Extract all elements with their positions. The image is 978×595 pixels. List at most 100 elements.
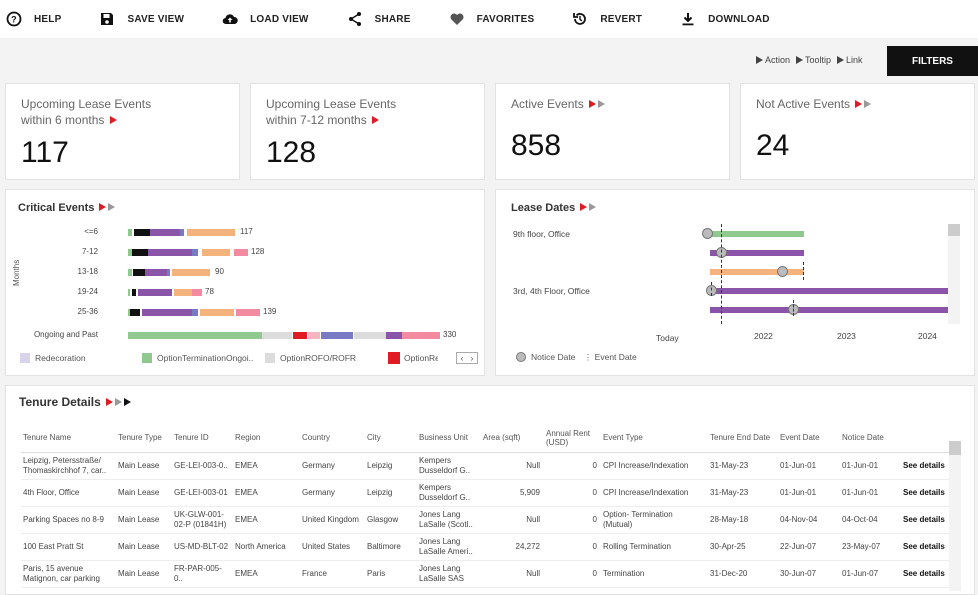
column-header[interactable]: Annual Rent (USD) [544,424,601,453]
bar-segment[interactable] [142,309,192,316]
bar-segment[interactable] [174,289,192,296]
bar-segment[interactable] [192,289,202,296]
help-button[interactable]: ? HELP [6,11,61,27]
see-details-link[interactable]: See details [901,560,956,588]
bar-segment[interactable] [132,289,136,296]
bar-segment[interactable] [236,309,260,316]
critical-events-title: Critical Events [18,202,116,214]
action-arrow-icon[interactable] [589,100,597,108]
see-details-link[interactable]: See details [901,506,956,534]
action-arrow-icon[interactable] [580,203,588,211]
column-header[interactable]: Event Date [778,424,840,453]
bar-segment[interactable] [145,269,167,276]
bar-segment[interactable] [200,309,234,316]
bar-segment[interactable] [134,229,150,236]
column-header[interactable]: Country [300,424,365,453]
table-row[interactable]: 4th Floor, Office Main Lease GE-LEI-003-… [21,479,956,507]
bar-segment[interactable] [187,229,235,236]
column-header[interactable]: Event Type [601,424,708,453]
column-header[interactable]: Business Unit [417,424,481,453]
table-row[interactable]: 100 East Pratt St Main Lease US-MD-BLT-0… [21,533,956,561]
table-row[interactable]: Parking Spaces no 8-9 Main Lease UK-GLW-… [21,506,956,534]
bar-segment[interactable] [172,269,210,276]
bar-segment[interactable] [202,249,230,256]
bar-segment[interactable] [130,309,140,316]
bar-segment[interactable] [262,332,292,339]
bar-segment[interactable] [128,249,132,256]
download-button[interactable]: DOWNLOAD [680,11,770,27]
bar-segment[interactable] [150,229,180,236]
lease-bar[interactable] [710,288,949,294]
see-details-link[interactable]: See details [901,479,956,507]
scrollbar-thumb[interactable] [949,441,961,455]
bar-segment[interactable] [293,332,307,339]
tooltip-arrow-icon[interactable] [108,203,116,211]
kpi-card-not-active-events[interactable]: Not Active Events 24 [740,83,975,180]
action-arrow-icon[interactable] [106,398,114,406]
bar-segment[interactable] [386,332,402,339]
table-row[interactable]: Leipzig, Petersstraße/ Thomaskirchhof 7,… [21,452,956,480]
column-header[interactable]: Notice Date [840,424,901,453]
scrollbar-thumb[interactable] [948,224,960,236]
share-button[interactable]: SHARE [347,11,411,27]
action-arrow-icon[interactable] [99,203,107,211]
column-header[interactable]: Tenure Name [21,424,116,453]
column-header[interactable]: Region [233,424,300,453]
tooltip-arrow-icon[interactable] [115,398,123,406]
bar-segment[interactable] [321,332,353,339]
lease-bar[interactable] [710,307,949,313]
bar-segment[interactable] [128,289,130,296]
chevron-right-icon[interactable]: › [470,353,474,363]
kpi-card-6-months[interactable]: Upcoming Lease Events within 6 months 117 [5,83,240,180]
action-arrow-icon[interactable] [855,100,863,108]
link-arrow-icon[interactable] [124,398,132,406]
bar-segment[interactable] [133,269,145,276]
see-details-link[interactable]: See details [901,452,956,480]
kpi-card-active-events[interactable]: Active Events 858 [495,83,730,180]
column-header[interactable]: Tenure Type [116,424,172,453]
bar-segment[interactable] [192,309,198,316]
column-header[interactable]: Area (sqft) [481,424,544,453]
action-arrow-icon[interactable] [372,116,380,124]
tooltip-arrow-icon[interactable] [589,203,597,211]
tooltip-arrow-icon[interactable] [598,100,606,108]
bar-segment[interactable] [128,309,130,316]
bar-segment[interactable] [128,332,262,339]
table-row[interactable]: Paris, 15 avenue Matignon, car parking M… [21,560,956,588]
tooltip-arrow-icon[interactable] [864,100,872,108]
favorites-button[interactable]: FAVORITES [449,11,535,27]
bar-segment[interactable] [138,289,172,296]
bar-segment[interactable] [167,269,170,276]
cell-annual-rent: 0 [544,452,601,480]
save-view-button[interactable]: SAVE VIEW [99,11,184,27]
bar-segment[interactable] [308,332,320,339]
tenure-scrollbar[interactable] [949,441,961,591]
column-header[interactable]: City [365,424,417,453]
bar-segment[interactable] [148,249,192,256]
kpi-card-7-12-months[interactable]: Upcoming Lease Events within 7-12 months … [250,83,485,180]
revert-button[interactable]: REVERT [572,11,642,27]
bar-segment[interactable] [354,332,386,339]
bar-segment[interactable] [402,332,440,339]
notice-date-marker[interactable] [777,266,788,277]
kpi-title: Upcoming Lease Events within 7-12 months [266,97,397,127]
load-view-button[interactable]: LOAD VIEW [222,11,308,27]
see-details-link[interactable]: See details [901,533,956,561]
filters-button[interactable]: FILTERS [887,46,978,76]
chevron-left-icon[interactable]: ‹ [460,353,464,363]
bar-segment[interactable] [192,249,198,256]
lease-bar[interactable] [710,231,804,237]
column-header[interactable]: Tenure ID [172,424,233,453]
bar-segment[interactable] [128,229,132,236]
bar-segment[interactable] [128,269,132,276]
bar-segment[interactable] [234,249,248,256]
lease-bar[interactable] [710,250,804,256]
bar-segment[interactable] [132,249,148,256]
notice-date-marker[interactable] [702,228,713,239]
bar-segment[interactable] [180,229,184,236]
lease-scrollbar[interactable] [948,224,960,324]
column-header[interactable]: Tenure End Date [708,424,778,453]
lease-bar[interactable] [710,269,804,275]
legend-pager[interactable]: ‹ › [456,352,478,364]
action-arrow-icon[interactable] [109,116,117,124]
